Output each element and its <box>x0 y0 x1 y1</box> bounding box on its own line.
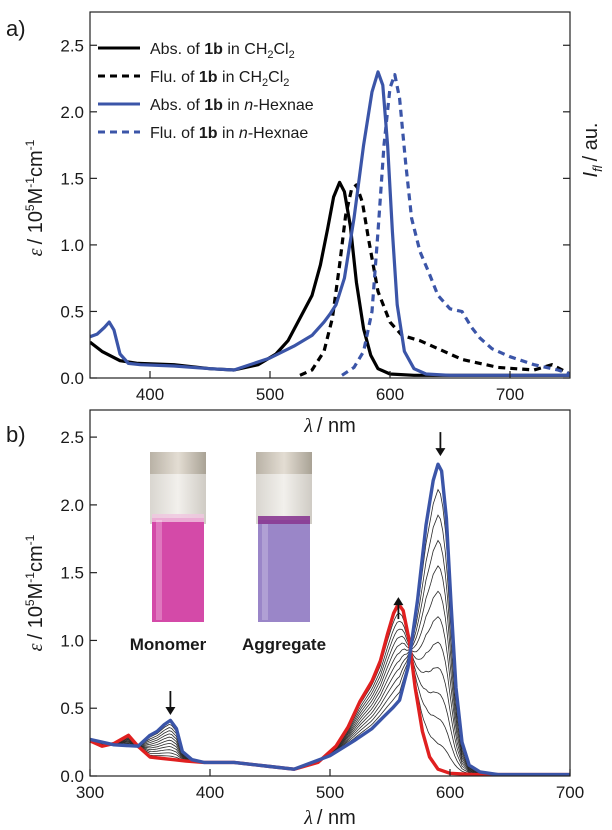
arrow-up-icon <box>393 597 404 620</box>
x-tick-label: 500 <box>316 783 344 802</box>
arrow-down-icon <box>165 691 176 715</box>
vial-inset: Monomer Aggregate <box>130 452 326 654</box>
vial-aggregate-cap <box>256 452 312 474</box>
y-tick-label: 0.5 <box>60 302 84 321</box>
aggregate-spectrum-line <box>89 462 570 777</box>
flu-hexane-line <box>341 73 570 377</box>
y-tick-label: 2.5 <box>60 428 84 447</box>
panel-b-arrows <box>165 432 446 715</box>
x-tick-label: 500 <box>256 385 284 404</box>
legend-label-flu-hexane: Flu. of 1b in n-Hexnae <box>150 125 308 142</box>
y-tick-label: 1.0 <box>60 631 84 650</box>
flu-ch2cl2-line <box>299 183 570 377</box>
legend-label-abs-ch2cl2: Abs. of 1b in CH2Cl2 <box>150 41 295 61</box>
panel-a-xlabel: λ / nm <box>303 415 356 437</box>
panel-b-ylabel: ε/ 105M-1cm-1 <box>23 534 47 651</box>
panel-a-label: a) <box>6 16 26 41</box>
vial-aggregate-caption: Aggregate <box>242 635 326 654</box>
panel-a-y2label: Ifl/ au. <box>580 123 605 178</box>
vial-monomer-highlight <box>156 520 162 620</box>
vial-aggregate-liquid <box>258 520 310 622</box>
x-tick-label: 700 <box>496 385 524 404</box>
arrow-down-icon <box>435 432 446 457</box>
y-tick-label: 2.0 <box>60 103 84 122</box>
panel-b-plot-area <box>89 462 570 777</box>
panel-b-ticks: 300 400 500 600 700 0.0 0.5 1.0 1.5 2.0 2.5 <box>60 428 584 802</box>
panel-b-xlabel: λ / nm <box>303 807 356 829</box>
y-tick-label: 2.0 <box>60 496 84 515</box>
x-tick-label: 600 <box>436 783 464 802</box>
legend-label-abs-hexane: Abs. of 1b in n-Hexnae <box>150 97 314 114</box>
vial-aggregate-highlight <box>262 524 268 620</box>
abs-ch2cl2-line <box>90 180 570 377</box>
panel-a-frame <box>89 11 571 379</box>
panel-b-label: b) <box>6 422 26 447</box>
y-tick-label: 0.0 <box>60 369 84 388</box>
vial-monomer-caption: Monomer <box>130 635 207 654</box>
x-tick-label: 300 <box>76 783 104 802</box>
panel-a: a) 400 500 600 700 0.0 0.5 1.0 1.5 2.0 2.5 ε/ 105… <box>6 11 605 437</box>
y-tick-label: 1.5 <box>60 169 84 188</box>
panel-a-plot-area <box>90 70 570 377</box>
panel-b: b) 300 400 500 600 700 0.0 0.5 1.0 1.5 2.0 2.5 ε/ … <box>6 409 584 829</box>
panel-a-legend: Abs. of 1b in CH2Cl2 Flu. of 1b in CH2Cl… <box>98 41 314 142</box>
y-tick-label: 0.5 <box>60 699 84 718</box>
x-tick-label: 400 <box>136 385 164 404</box>
y-tick-label: 1.5 <box>60 564 84 583</box>
y-tick-label: 1.0 <box>60 236 84 255</box>
x-tick-label: 600 <box>376 385 404 404</box>
y-tick-label: 0.0 <box>60 767 84 786</box>
vial-aggregate-meniscus <box>258 516 310 524</box>
panel-a-ylabel: ε/ 105M-1cm-1 <box>23 139 47 256</box>
abs-hexane-line <box>90 70 570 377</box>
vial-aggregate <box>256 452 312 622</box>
y-tick-label: 2.5 <box>60 36 84 55</box>
monomer-spectrum-line <box>89 602 570 777</box>
vial-monomer-meniscus <box>152 514 204 522</box>
x-tick-label: 400 <box>196 783 224 802</box>
vial-monomer <box>150 452 206 622</box>
legend-label-flu-ch2cl2: Flu. of 1b in CH2Cl2 <box>150 69 289 89</box>
x-tick-label: 700 <box>556 783 584 802</box>
vial-monomer-cap <box>150 452 206 474</box>
vial-monomer-liquid <box>152 518 204 622</box>
panel-a-ticks: 400 500 600 700 0.0 0.5 1.0 1.5 2.0 2.5 <box>60 36 570 404</box>
